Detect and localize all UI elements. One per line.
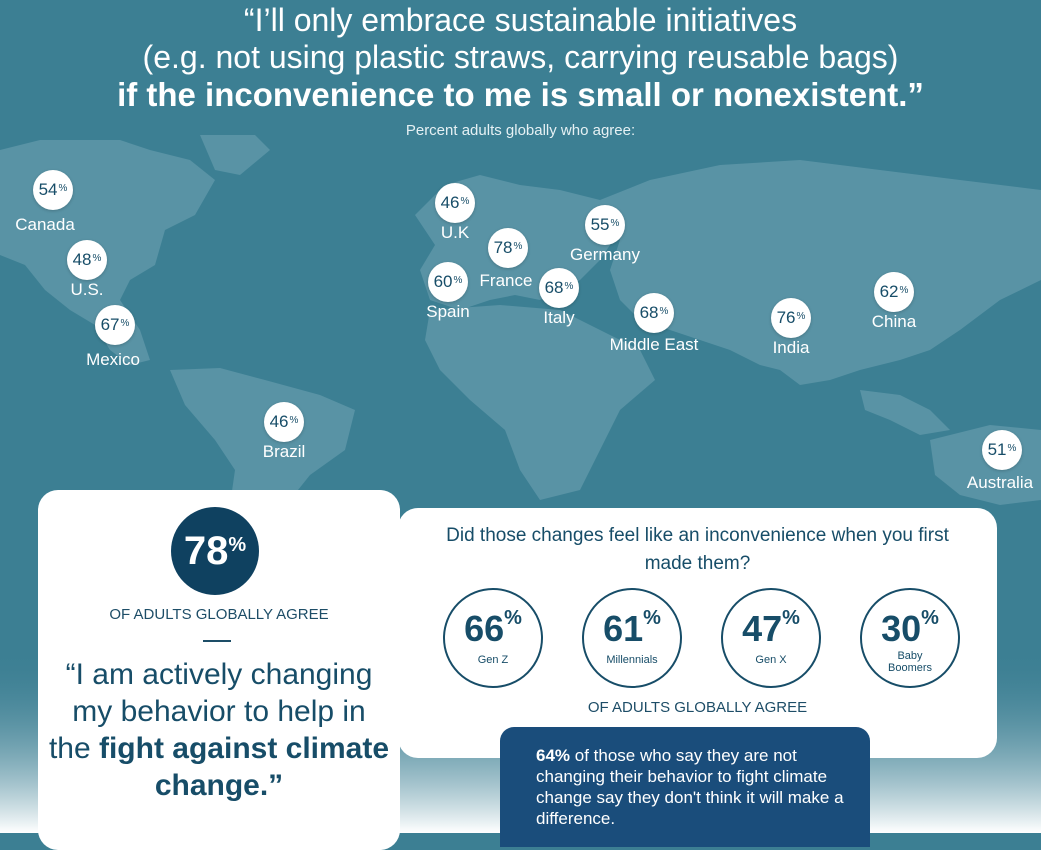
left-quote: “I am actively changing my behavior to h… bbox=[48, 658, 390, 802]
headline-line-1: “I’ll only embrace sustainable initiativ… bbox=[243, 2, 798, 38]
south-america-shape bbox=[170, 368, 355, 510]
africa-shape bbox=[425, 305, 655, 500]
gen-percent: 61% bbox=[603, 607, 661, 649]
gen-z-circle: 66% Gen Z bbox=[443, 588, 543, 688]
divider bbox=[203, 640, 231, 642]
left-stat-card: 78% OF ADULTS GLOBALLY AGREE “I am activ… bbox=[38, 490, 400, 850]
marker-bubble: 48% bbox=[67, 240, 107, 280]
headline-line-3: if the inconvenience to me is small or n… bbox=[117, 76, 924, 113]
marker-label: Mexico bbox=[86, 350, 140, 369]
marker-uk: 46% U.K bbox=[415, 183, 495, 263]
marker-brazil: 46% Brazil bbox=[244, 402, 324, 482]
marker-label: U.K bbox=[440, 223, 470, 242]
callout-box: 64% of those who say they are not changi… bbox=[500, 727, 870, 847]
marker-label: Canada bbox=[15, 215, 75, 234]
marker-china: 62% China bbox=[854, 272, 934, 352]
marker-label: China bbox=[871, 312, 917, 331]
marker-bubble: 55% bbox=[585, 205, 625, 245]
callout-text: 64% of those who say they are not changi… bbox=[536, 746, 844, 828]
southeast-asia-shape bbox=[860, 390, 950, 435]
left-agree-text: OF ADULTS GLOBALLY AGREE bbox=[109, 606, 329, 623]
marker-bubble: 46% bbox=[435, 183, 475, 223]
marker-label: Australia bbox=[966, 473, 1034, 492]
asia-shape bbox=[600, 160, 1041, 385]
marker-label: Italy bbox=[543, 308, 575, 327]
marker-australia: 51% Australia bbox=[962, 430, 1041, 510]
marker-bubble: 67% bbox=[95, 305, 135, 345]
big-percent-circle: 78% bbox=[171, 507, 259, 595]
gen-x-circle: 47% Gen X bbox=[721, 588, 821, 688]
marker-mexico: 67% Mexico bbox=[75, 305, 155, 385]
marker-middle-east: 68% Middle East bbox=[610, 293, 698, 373]
headline-line-2: (e.g. not using plastic straws, carrying… bbox=[142, 39, 899, 75]
marker-bubble: 78% bbox=[488, 228, 528, 268]
marker-spain: 60% Spain bbox=[408, 262, 488, 342]
marker-bubble: 60% bbox=[428, 262, 468, 302]
marker-canada: 54% Canada bbox=[13, 170, 93, 250]
gen-percent: 66% bbox=[464, 607, 522, 649]
marker-label: Germany bbox=[570, 245, 640, 264]
marker-label: France bbox=[479, 271, 533, 290]
marker-bubble: 51% bbox=[982, 430, 1022, 470]
millennials-circle: 61% Millennials bbox=[582, 588, 682, 688]
marker-france: 78% France bbox=[468, 228, 548, 308]
generation-card: Did those changes feel like an inconveni… bbox=[398, 508, 997, 758]
marker-label: U.S. bbox=[70, 280, 104, 299]
marker-us: 48% U.S. bbox=[47, 240, 127, 320]
marker-bubble: 76% bbox=[771, 298, 811, 338]
marker-india: 76% India bbox=[751, 298, 831, 378]
right-agree-text: OF ADULTS GLOBALLY AGREE bbox=[587, 699, 808, 716]
gen-percent: 30% bbox=[881, 607, 939, 649]
gen-label: Baby Boomers bbox=[888, 650, 933, 674]
marker-label: Spain bbox=[426, 302, 470, 321]
marker-label: India bbox=[772, 338, 810, 357]
marker-label: Middle East bbox=[609, 335, 699, 354]
marker-bubble: 68% bbox=[634, 293, 674, 333]
greenland-shape bbox=[200, 135, 270, 175]
gen-label: Gen Z bbox=[477, 654, 509, 666]
gen-label: Millennials bbox=[606, 654, 658, 666]
gen-label: Gen X bbox=[755, 654, 787, 666]
marker-italy: 68% Italy bbox=[519, 268, 599, 348]
marker-bubble: 54% bbox=[33, 170, 73, 210]
marker-label: Brazil bbox=[262, 442, 306, 461]
map-subtitle: Percent adults globally who agree: bbox=[405, 122, 636, 139]
marker-bubble: 46% bbox=[264, 402, 304, 442]
generation-question: Did those changes feel like an inconveni… bbox=[446, 525, 949, 574]
marker-bubble: 68% bbox=[539, 268, 579, 308]
marker-germany: 55% Germany bbox=[565, 205, 645, 285]
baby-boomers-circle: 30% Baby Boomers bbox=[860, 588, 960, 688]
marker-bubble: 62% bbox=[874, 272, 914, 312]
gen-percent: 47% bbox=[742, 607, 800, 649]
